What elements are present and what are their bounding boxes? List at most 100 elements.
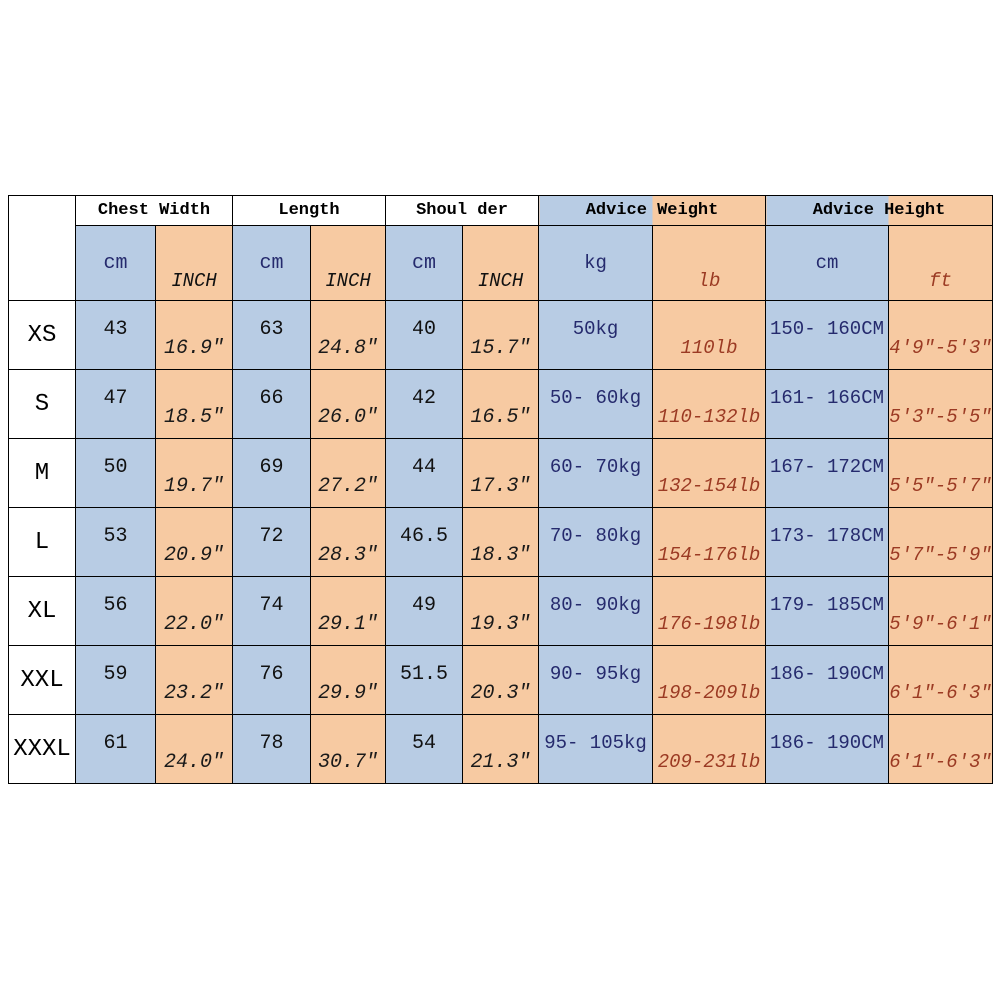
cell-weight-kg: 50- 60kg <box>538 369 653 439</box>
cell-shoulder-cm: 51.5 <box>385 645 463 715</box>
cell-length-inch: 29.9" <box>310 645 386 715</box>
table-row: L 53 20.9" 72 28.3" 46.5 18.3" 70- 80kg 154-176l… <box>8 507 993 577</box>
cell-shoulder-inch: 16.5" <box>462 369 539 439</box>
table-row: XS 43 16.9" 63 24.8" 40 15.7" 50kg 110lb 150- 160… <box>8 300 993 370</box>
cell-height-ft: 6'1"-6'3" <box>888 645 993 715</box>
cell-shoulder-cm: 49 <box>385 576 463 646</box>
table-row: XL 56 22.0" 74 29.1" 49 19.3" 80- 90kg 176-198lb… <box>8 576 993 646</box>
cell-weight-kg: 70- 80kg <box>538 507 653 577</box>
cell-weight-kg: 60- 70kg <box>538 438 653 508</box>
cell-shoulder-cm: 42 <box>385 369 463 439</box>
cell-length-cm: 69 <box>232 438 311 508</box>
cell-height-cm: 150- 160CM <box>765 300 889 370</box>
cell-shoulder-cm: 54 <box>385 714 463 784</box>
cell-length-inch: 26.0" <box>310 369 386 439</box>
cell-chest-inch: 20.9" <box>155 507 233 577</box>
size-label-xl: XL <box>8 576 76 646</box>
group-advice-height: Advice Height <box>765 195 993 226</box>
unit-chest-inch: INCH <box>155 225 233 301</box>
cell-height-ft: 5'7"-5'9" <box>888 507 993 577</box>
unit-shoulder-cm: cm <box>385 225 463 301</box>
cell-weight-lb: 110-132lb <box>652 369 766 439</box>
cell-chest-inch: 18.5" <box>155 369 233 439</box>
cell-shoulder-inch: 18.3" <box>462 507 539 577</box>
group-shoulder: Shoul der <box>385 195 539 226</box>
cell-height-ft: 5'5"-5'7" <box>888 438 993 508</box>
cell-weight-lb: 209-231lb <box>652 714 766 784</box>
cell-weight-lb: 132-154lb <box>652 438 766 508</box>
cell-length-inch: 30.7" <box>310 714 386 784</box>
cell-height-ft: 5'3"-5'5" <box>888 369 993 439</box>
cell-length-cm: 63 <box>232 300 311 370</box>
size-chart-table: Chest Width Length Shoul der Advice Weig… <box>8 195 993 784</box>
unit-weight-lb: lb <box>652 225 766 301</box>
cell-weight-lb: 154-176lb <box>652 507 766 577</box>
cell-height-ft: 6'1"-6'3" <box>888 714 993 784</box>
unit-height-ft: ft <box>888 225 993 301</box>
cell-weight-kg: 80- 90kg <box>538 576 653 646</box>
cell-chest-cm: 43 <box>75 300 156 370</box>
cell-length-inch: 28.3" <box>310 507 386 577</box>
corner-cell <box>8 195 76 301</box>
size-label-xxl: XXL <box>8 645 76 715</box>
cell-chest-inch: 19.7" <box>155 438 233 508</box>
unit-height-cm: cm <box>765 225 889 301</box>
cell-shoulder-inch: 19.3" <box>462 576 539 646</box>
group-chest-width: Chest Width <box>75 195 233 226</box>
cell-chest-cm: 56 <box>75 576 156 646</box>
cell-length-cm: 72 <box>232 507 311 577</box>
cell-length-inch: 29.1" <box>310 576 386 646</box>
cell-weight-kg: 90- 95kg <box>538 645 653 715</box>
size-label-s: S <box>8 369 76 439</box>
cell-height-cm: 167- 172CM <box>765 438 889 508</box>
size-label-xs: XS <box>8 300 76 370</box>
unit-length-cm: cm <box>232 225 311 301</box>
unit-shoulder-inch: INCH <box>462 225 539 301</box>
group-advice-weight: Advice Weight <box>538 195 766 226</box>
cell-chest-inch: 22.0" <box>155 576 233 646</box>
table-row: S 47 18.5" 66 26.0" 42 16.5" 50- 60kg 110-132lb 1… <box>8 369 993 439</box>
cell-weight-lb: 198-209lb <box>652 645 766 715</box>
cell-chest-inch: 23.2" <box>155 645 233 715</box>
unit-chest-cm: cm <box>75 225 156 301</box>
cell-shoulder-cm: 44 <box>385 438 463 508</box>
group-header-row: Chest Width Length Shoul der Advice Weig… <box>8 195 993 301</box>
size-label-xxxl: XXXL <box>8 714 76 784</box>
cell-shoulder-inch: 17.3" <box>462 438 539 508</box>
cell-length-cm: 66 <box>232 369 311 439</box>
cell-chest-cm: 53 <box>75 507 156 577</box>
cell-height-cm: 186- 190CM <box>765 714 889 784</box>
size-label-l: L <box>8 507 76 577</box>
cell-height-ft: 5'9"-6'1" <box>888 576 993 646</box>
cell-length-cm: 74 <box>232 576 311 646</box>
cell-height-cm: 179- 185CM <box>765 576 889 646</box>
cell-shoulder-inch: 20.3" <box>462 645 539 715</box>
size-label-m: M <box>8 438 76 508</box>
cell-chest-inch: 24.0" <box>155 714 233 784</box>
cell-length-cm: 78 <box>232 714 311 784</box>
group-length: Length <box>232 195 386 226</box>
cell-chest-inch: 16.9" <box>155 300 233 370</box>
cell-chest-cm: 47 <box>75 369 156 439</box>
cell-height-cm: 161- 166CM <box>765 369 889 439</box>
cell-length-cm: 76 <box>232 645 311 715</box>
cell-weight-lb: 176-198lb <box>652 576 766 646</box>
cell-height-cm: 186- 190CM <box>765 645 889 715</box>
cell-shoulder-cm: 40 <box>385 300 463 370</box>
table-row: M 50 19.7" 69 27.2" 44 17.3" 60- 70kg 132-154lb 1… <box>8 438 993 508</box>
cell-shoulder-inch: 21.3" <box>462 714 539 784</box>
cell-length-inch: 27.2" <box>310 438 386 508</box>
unit-weight-kg: kg <box>538 225 653 301</box>
cell-weight-kg: 95- 105kg <box>538 714 653 784</box>
size-table-body: XS 43 16.9" 63 24.8" 40 15.7" 50kg 110lb 150- 160… <box>8 300 993 784</box>
cell-chest-cm: 59 <box>75 645 156 715</box>
cell-shoulder-inch: 15.7" <box>462 300 539 370</box>
cell-height-cm: 173- 178CM <box>765 507 889 577</box>
cell-chest-cm: 61 <box>75 714 156 784</box>
cell-chest-cm: 50 <box>75 438 156 508</box>
cell-weight-lb: 110lb <box>652 300 766 370</box>
table-row: XXL 59 23.2" 76 29.9" 51.5 20.3" 90- 95kg 198-20… <box>8 645 993 715</box>
cell-shoulder-cm: 46.5 <box>385 507 463 577</box>
cell-weight-kg: 50kg <box>538 300 653 370</box>
cell-height-ft: 4'9"-5'3" <box>888 300 993 370</box>
